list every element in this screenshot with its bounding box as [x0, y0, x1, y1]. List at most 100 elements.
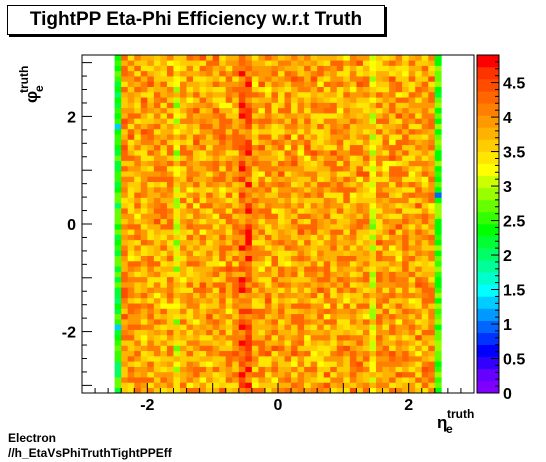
heatmap-cell [127, 234, 135, 241]
heatmap-cell [343, 250, 351, 256]
heatmap-cell [180, 234, 187, 241]
heatmap-cell [291, 155, 298, 161]
heatmap-cell [199, 371, 207, 378]
heatmap-cell [114, 160, 122, 167]
heatmap-cell [173, 387, 181, 394]
heatmap-cell [297, 81, 305, 87]
heatmap-cell [232, 218, 240, 225]
heatmap-cell [369, 260, 377, 267]
heatmap-cell [310, 113, 318, 119]
heatmap-cell [330, 97, 338, 103]
heatmap-cell [323, 366, 331, 373]
heatmap-cell [127, 118, 135, 124]
heatmap-cell [297, 107, 305, 114]
heatmap-cell [356, 65, 364, 72]
heatmap-cell [134, 245, 142, 251]
heatmap-cell [421, 340, 429, 346]
heatmap-cell [310, 208, 318, 214]
heatmap-cell [245, 282, 253, 288]
chart-title: TightPP Eta-Phi Efficiency w.r.t Truth [29, 9, 363, 30]
heatmap-cell [251, 313, 259, 320]
heatmap-cell [199, 224, 207, 230]
heatmap-cell [421, 350, 429, 357]
colorbar-bin [477, 211, 499, 225]
heatmap-cell [343, 340, 351, 346]
heatmap-cell [160, 91, 168, 98]
heatmap-cell [225, 144, 233, 151]
heatmap-cell [323, 155, 331, 161]
heatmap-cell [166, 292, 174, 299]
heatmap-cell [173, 303, 181, 309]
heatmap-cell [219, 60, 227, 66]
heatmap-cell [245, 102, 253, 109]
heatmap-cell [258, 329, 266, 336]
heatmap-cell [297, 382, 305, 389]
heatmap-cell [258, 202, 266, 209]
heatmap-cell [317, 128, 325, 135]
heatmap-cell [323, 308, 331, 315]
heatmap-cell [264, 303, 272, 309]
heatmap-cell [330, 371, 338, 378]
heatmap-cell [297, 155, 305, 161]
heatmap-cell [251, 128, 259, 135]
heatmap-cell [415, 224, 423, 230]
heatmap-cell [186, 276, 194, 283]
heatmap-cell [238, 345, 246, 352]
heatmap-cell [127, 340, 135, 346]
heatmap-cell [212, 308, 220, 315]
heatmap-cell [389, 187, 396, 193]
heatmap-cell [153, 350, 161, 357]
heatmap-cell [369, 171, 377, 177]
heatmap-cell [336, 113, 344, 119]
heatmap-cell [402, 134, 409, 140]
heatmap-cell [310, 229, 318, 235]
heatmap-cell [421, 377, 429, 383]
heatmap-cell [317, 134, 325, 140]
heatmap-cell [160, 97, 168, 103]
heatmap-cell [369, 197, 377, 204]
heatmap-cell [395, 276, 403, 283]
heatmap-cell [206, 97, 213, 103]
heatmap-cell [127, 361, 135, 367]
heatmap-cell [245, 144, 253, 151]
heatmap-cell [114, 76, 122, 82]
heatmap-cell [382, 387, 390, 394]
heatmap-cell [343, 303, 351, 309]
heatmap-cell [362, 356, 370, 362]
heatmap-cell [140, 361, 148, 367]
heatmap-cell [389, 334, 396, 341]
heatmap-cell [336, 76, 344, 82]
heatmap-cell [434, 70, 442, 77]
heatmap-cell [134, 250, 142, 256]
heatmap-cell [336, 361, 344, 367]
heatmap-cell [434, 292, 442, 299]
heatmap-cell [238, 371, 246, 378]
heatmap-cell [310, 297, 318, 304]
heatmap-cell [284, 329, 292, 336]
heatmap-cell [153, 218, 161, 225]
heatmap-cell [330, 276, 338, 283]
heatmap-cell [349, 134, 357, 140]
heatmap-cell [186, 313, 194, 320]
heatmap-cell [356, 266, 364, 272]
heatmap-cell [389, 319, 396, 325]
heatmap-cell [356, 118, 364, 124]
heatmap-cell [330, 171, 338, 177]
heatmap-cell [415, 176, 423, 183]
heatmap-cell [251, 377, 259, 383]
heatmap-cell [310, 350, 318, 357]
heatmap-cell [271, 224, 279, 230]
heatmap-cell [349, 255, 357, 262]
heatmap-cell [408, 266, 416, 272]
heatmap-cell [212, 292, 220, 299]
heatmap-cell [317, 366, 325, 373]
heatmap-cell [362, 276, 370, 283]
heatmap-cell [166, 250, 174, 256]
heatmap-cell [245, 250, 253, 256]
heatmap-cell [271, 276, 279, 283]
heatmap-cell [356, 255, 364, 262]
heatmap-cell [415, 70, 423, 77]
heatmap-cell [336, 123, 344, 130]
heatmap-cell [343, 55, 351, 61]
heatmap-cell [395, 239, 403, 246]
